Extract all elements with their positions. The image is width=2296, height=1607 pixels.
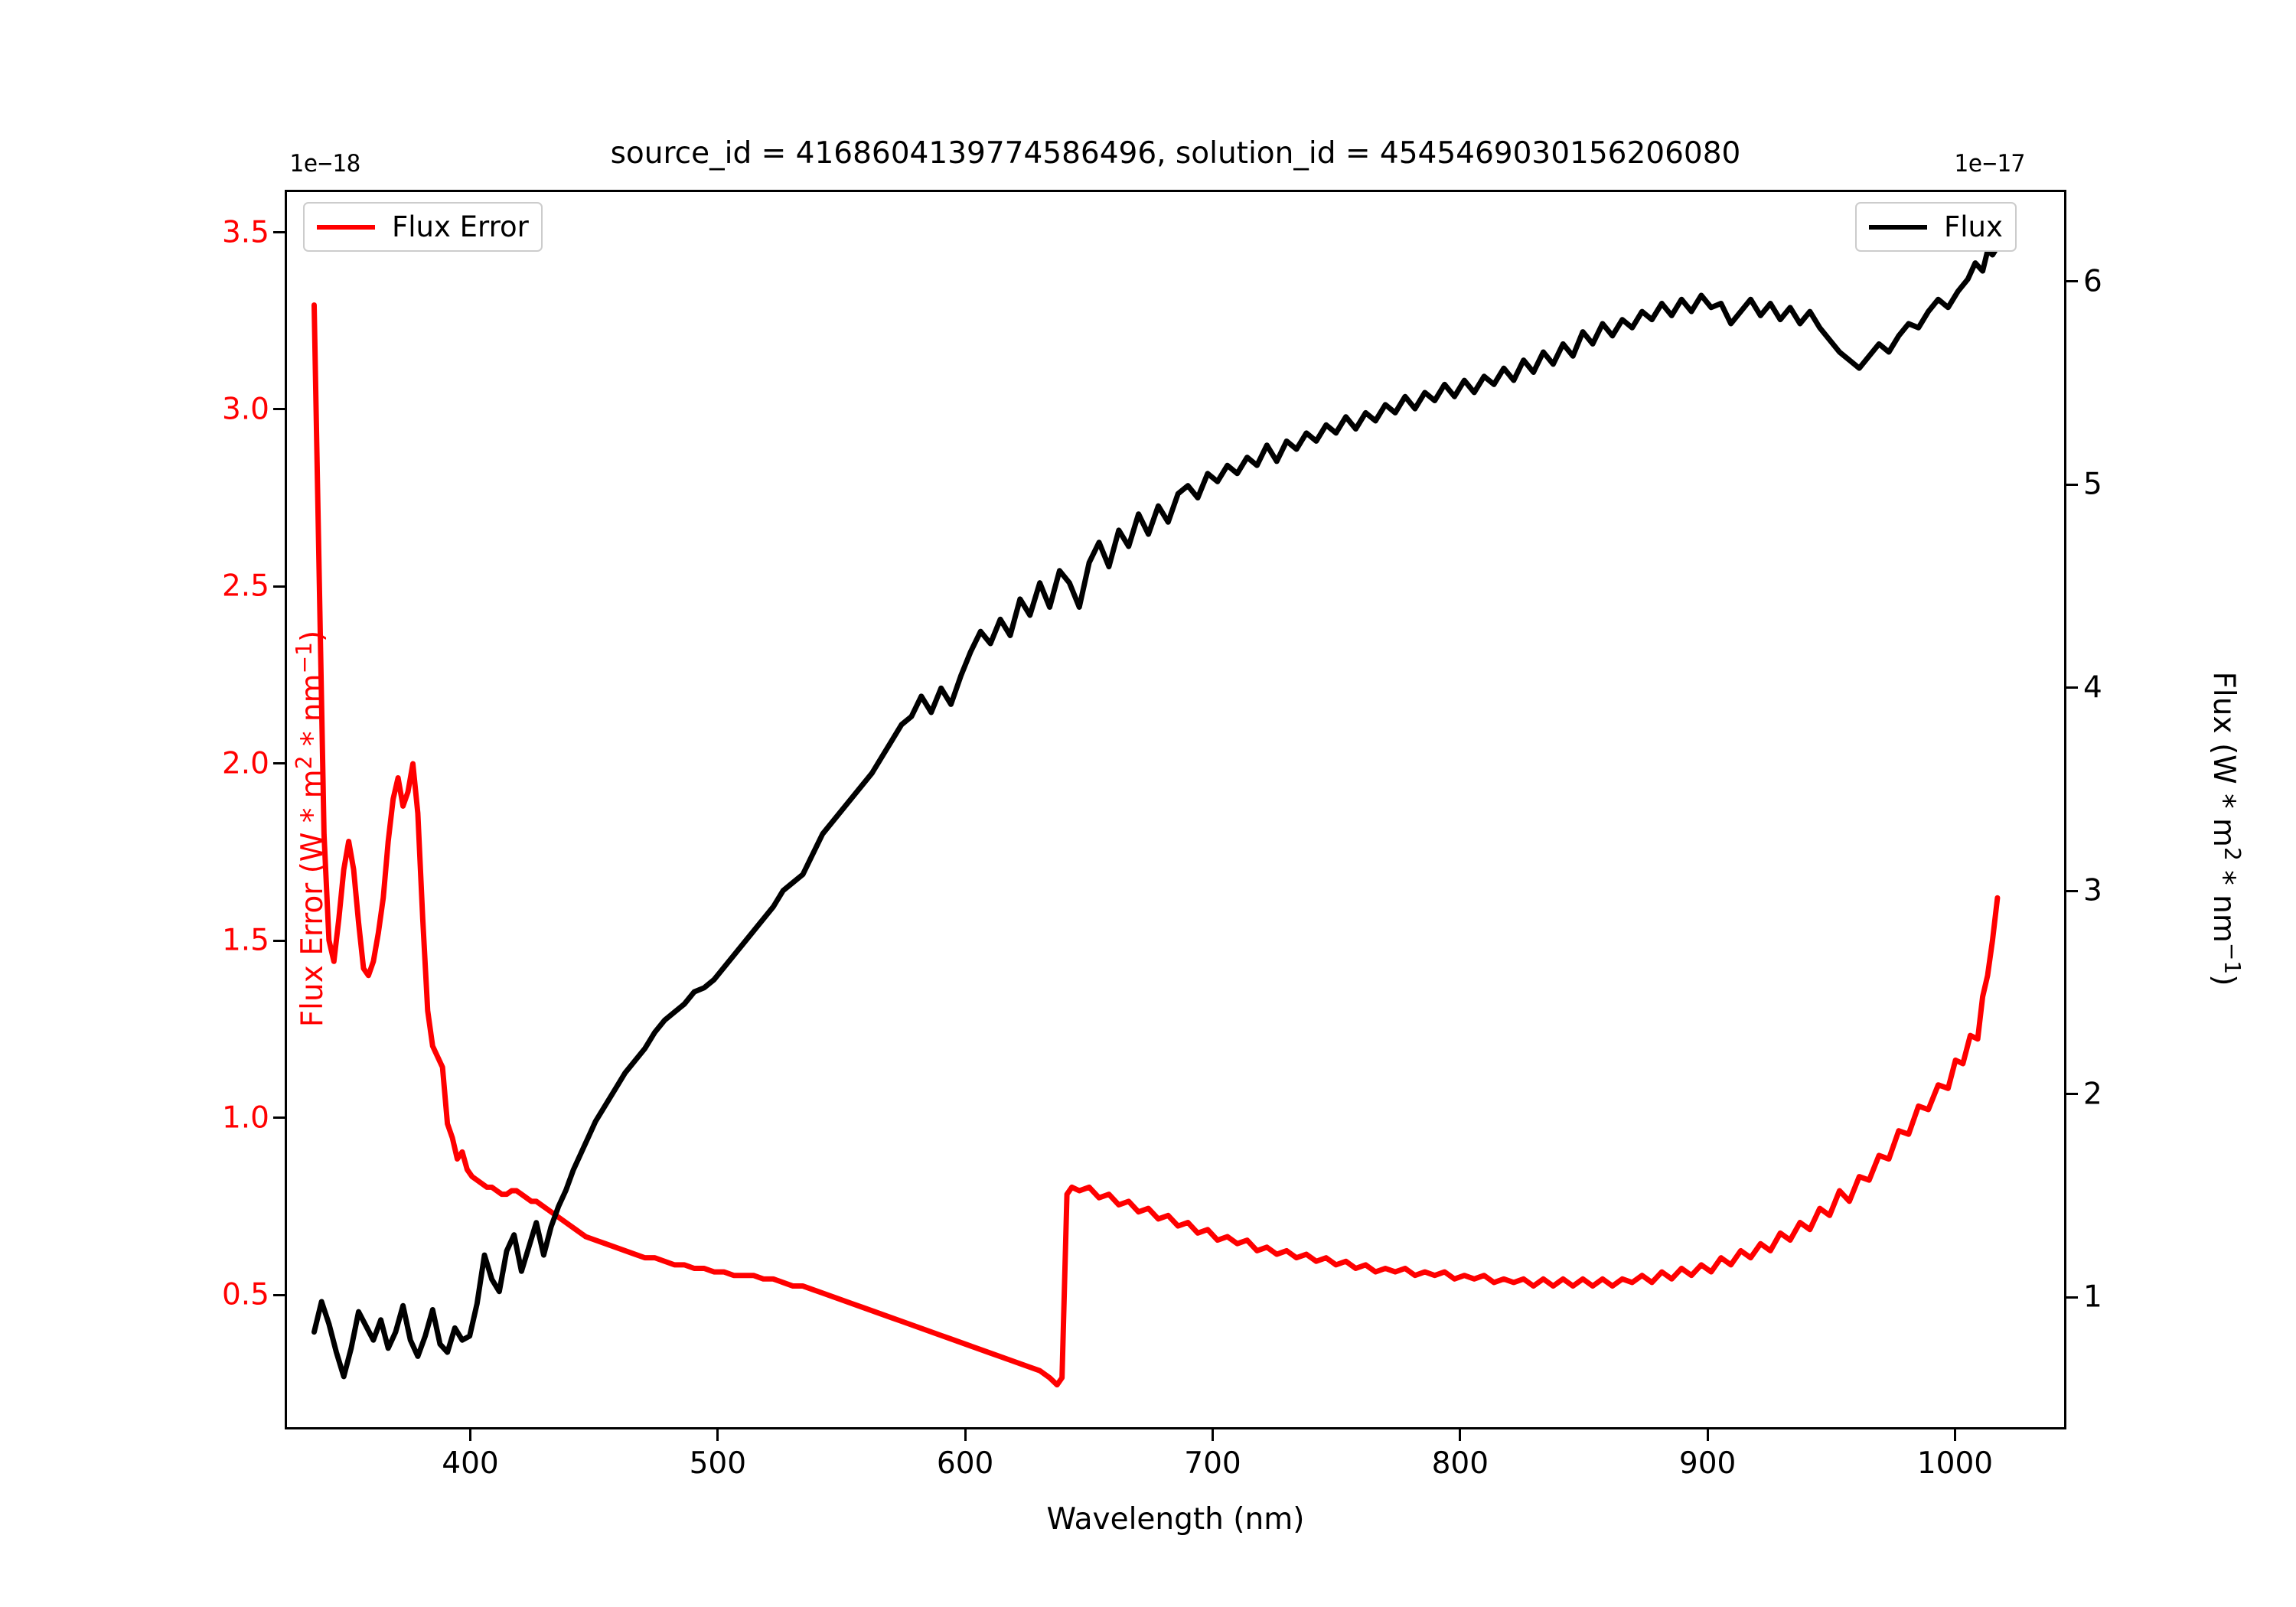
x-tick-label-900: 900 <box>1678 1446 1737 1481</box>
x-tick-label-1000: 1000 <box>1916 1446 1994 1481</box>
left-y-axis-label: Flux Error (W * m2 * nm−1) <box>292 630 330 1028</box>
x-tick-label-400: 400 <box>442 1446 499 1481</box>
x-tick-label-500: 500 <box>689 1446 747 1481</box>
x-tick-label-600: 600 <box>936 1446 994 1481</box>
flux-line <box>311 243 2001 1380</box>
flux-legend-label: Flux <box>1944 210 2003 243</box>
y-left-tick-mark <box>273 1116 285 1120</box>
plot-area <box>311 243 2001 1388</box>
x-tick-mark <box>1954 1429 1956 1441</box>
y-right-tick-label-5: 5 <box>2083 467 2102 502</box>
y-left-tick-label-3.5: 3.5 <box>221 215 269 250</box>
y-left-tick-mark <box>273 939 285 942</box>
y-right-tick-mark <box>2066 1296 2078 1299</box>
x-tick-mark <box>1706 1429 1709 1441</box>
y-right-tick-mark <box>2066 280 2078 282</box>
x-tick-label-700: 700 <box>1184 1446 1241 1481</box>
y-left-tick-label-2.5: 2.5 <box>221 569 269 604</box>
y-right-tick-mark <box>2066 483 2078 486</box>
y-left-tick-label-3: 3.0 <box>221 392 269 427</box>
y-left-tick-mark <box>273 585 285 588</box>
y-left-tick-label-2: 2.0 <box>221 746 269 781</box>
x-tick-label-800: 800 <box>1431 1446 1489 1481</box>
y-right-tick-label-1: 1 <box>2083 1279 2102 1315</box>
y-right-tick-label-4: 4 <box>2083 670 2102 706</box>
y-left-tick-mark <box>273 231 285 234</box>
legend-flux-error: Flux Error <box>303 202 543 252</box>
y-right-tick-label-6: 6 <box>2083 264 2102 298</box>
left-axis-offset-label: 1e−18 <box>289 150 361 178</box>
plot-axes-frame <box>285 190 2066 1429</box>
y-left-tick-mark <box>273 408 285 411</box>
flux-error-legend-label: Flux Error <box>392 210 529 243</box>
y-left-tick-label-1: 1.0 <box>221 1100 269 1136</box>
y-right-tick-mark <box>2066 686 2078 689</box>
plot-title: source_id = 4168604139774586496, solutio… <box>610 136 1741 171</box>
legend-flux: Flux <box>1855 202 2017 252</box>
x-tick-mark <box>964 1429 967 1441</box>
x-axis-label: Wavelength (nm) <box>1046 1502 1305 1537</box>
x-tick-mark <box>469 1429 471 1441</box>
y-right-tick-label-3: 3 <box>2083 873 2102 908</box>
y-right-tick-mark <box>2066 1093 2078 1096</box>
y-left-tick-mark <box>273 1293 285 1296</box>
flux-error-legend-swatch <box>317 224 375 230</box>
y-left-tick-mark <box>273 762 285 765</box>
right-axis-offset-label: 1e−17 <box>1954 150 2026 178</box>
x-tick-mark <box>1459 1429 1462 1441</box>
right-y-axis-label: Flux (W * m2 * nm−1) <box>2206 671 2245 986</box>
flux-legend-swatch <box>1869 224 1927 230</box>
y-right-tick-mark <box>2066 889 2078 892</box>
y-right-tick-label-2: 2 <box>2083 1077 2102 1112</box>
y-left-tick-label-1.5: 1.5 <box>221 923 269 958</box>
y-left-tick-label-0.5: 0.5 <box>221 1277 269 1312</box>
flux-error-line <box>311 302 2001 1388</box>
x-tick-mark <box>716 1429 719 1441</box>
x-tick-mark <box>1212 1429 1214 1441</box>
